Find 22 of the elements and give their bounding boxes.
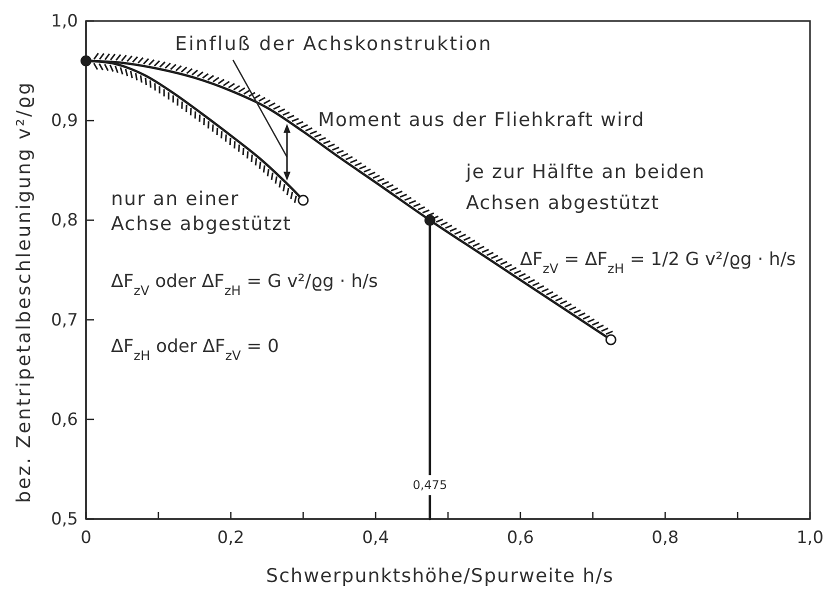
x-tick-label: 1,0 (796, 528, 824, 548)
x-tick-label: 0,4 (362, 528, 390, 548)
y-tick-label: 0,8 (50, 210, 78, 231)
annotation: Einfluß der Achskonstruktion (175, 33, 492, 55)
y-axis-title: bez. Zentripetalbeschleunigung v²/ϱg (13, 80, 35, 504)
x-tick-label: 0,6 (506, 528, 534, 548)
annotation: 0,475 (412, 478, 448, 492)
x-tick-label: 0,8 (652, 528, 679, 548)
x-axis-title: Schwerpunktshöhe/Spurweite h/s (266, 565, 614, 587)
y-tick-label: 1,0 (50, 11, 78, 32)
annotation: nur an einer Achse abgestützt (111, 188, 292, 235)
annotation: je zur Hälfte an beiden Achsen abgestützt (465, 161, 706, 214)
x-tick-label: 0,2 (217, 528, 244, 548)
annotation: ΔF$_{zH}$ oder ΔF$_{zV}$ = 0 (111, 336, 279, 364)
y-tick-label: 0,5 (50, 509, 78, 530)
y-tick-label: 0,6 (50, 410, 78, 430)
annotation: ΔF$_{zV}$ oder ΔF$_{zH}$ = G v²/ϱg · h/s (111, 271, 378, 298)
y-tick-label: 0,7 (50, 310, 78, 330)
x-tick-label: 0 (80, 528, 92, 548)
y-tick-label: 0,9 (50, 111, 78, 132)
annotation: ΔF$_{zV}$ = ΔF$_{zH}$ = 1/2 G v²/ϱg · h/s (520, 249, 796, 276)
annotation: Moment aus der Fliehkraft wird (318, 109, 645, 131)
